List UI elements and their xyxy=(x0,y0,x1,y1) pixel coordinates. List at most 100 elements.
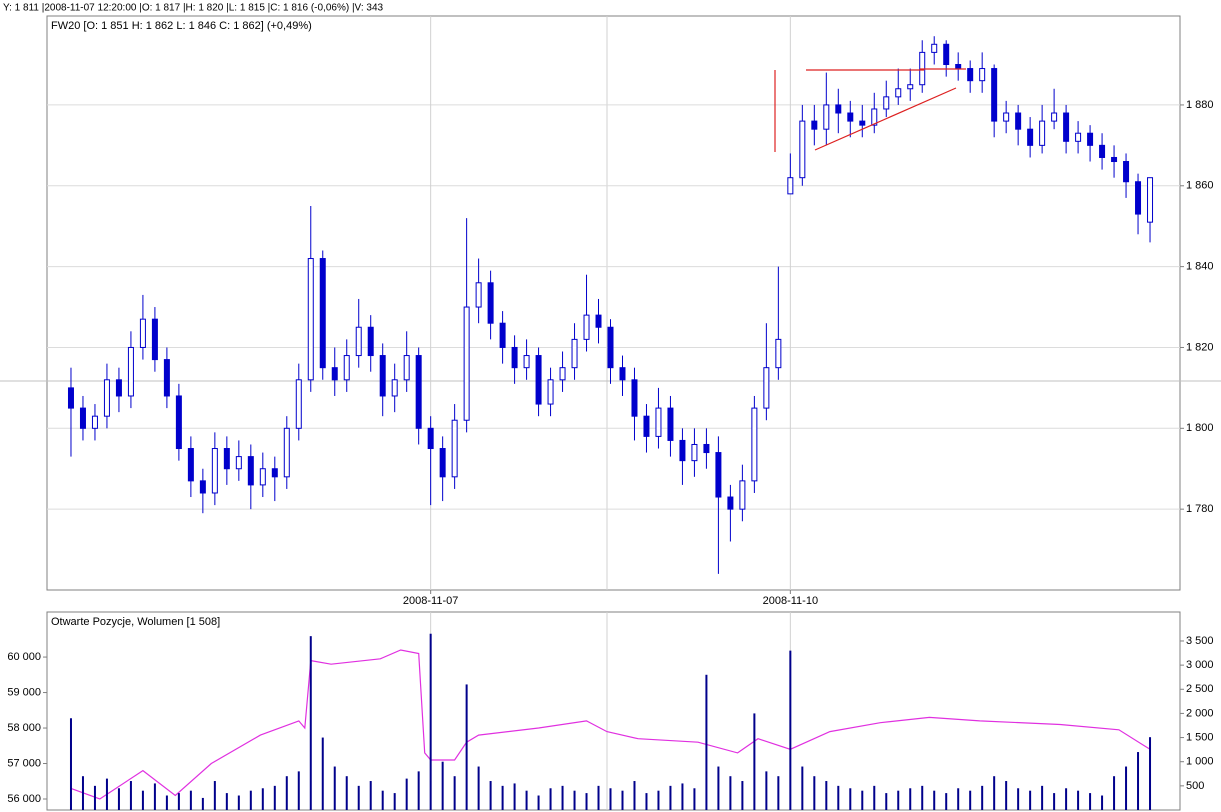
drawing-tools xyxy=(774,68,966,152)
candle-body xyxy=(247,456,254,486)
volume-bar xyxy=(117,788,120,810)
volume-bar xyxy=(357,785,360,810)
y-tick-label: 1 860 xyxy=(1186,180,1214,192)
volume-bar xyxy=(981,785,984,810)
volume-bar xyxy=(1053,793,1056,810)
volume-bar xyxy=(693,788,696,810)
volume-bar xyxy=(1041,785,1044,810)
volume-bar xyxy=(897,790,900,810)
volume-bar xyxy=(405,778,408,810)
candle-body xyxy=(823,104,830,130)
candle-body xyxy=(547,379,554,405)
candle-body xyxy=(979,68,986,82)
volume-bar xyxy=(417,771,420,810)
volume-bar xyxy=(1077,790,1080,810)
volume-bar xyxy=(1065,788,1068,810)
volume-bar xyxy=(717,766,720,810)
volume-bar xyxy=(741,781,744,810)
candle-body xyxy=(895,88,902,98)
volume-bar xyxy=(189,790,192,810)
candle-body xyxy=(883,96,890,110)
candle-body xyxy=(991,68,998,122)
y-tick-label: 1 840 xyxy=(1186,261,1214,273)
candle-body xyxy=(595,314,602,328)
volume-bar xyxy=(225,793,228,810)
candle-body xyxy=(967,68,974,82)
candle-body xyxy=(787,177,794,195)
candle-body xyxy=(319,258,326,369)
candle-body xyxy=(1123,161,1130,183)
volume-bar xyxy=(177,793,180,810)
candle-body xyxy=(631,379,638,417)
candle-body xyxy=(151,318,158,361)
volume-bar xyxy=(345,776,348,810)
y2-tick-label: 2 500 xyxy=(1186,683,1214,695)
volume-bar xyxy=(513,783,516,810)
candle-body xyxy=(1063,112,1070,142)
volume-bar xyxy=(525,790,528,810)
volume-bar xyxy=(645,793,648,810)
candle-body xyxy=(655,407,662,437)
y2-tick-label: 1 000 xyxy=(1186,756,1214,768)
volume-bar xyxy=(201,797,204,810)
candle-body xyxy=(691,443,698,462)
y2-tick-label: 500 xyxy=(1186,780,1204,792)
volume-bar xyxy=(129,781,132,810)
candle-body xyxy=(127,346,134,397)
candle-body xyxy=(175,395,182,450)
candle-body xyxy=(391,379,398,397)
volume-bar xyxy=(393,793,396,810)
y-tick-label: 56 000 xyxy=(7,793,41,805)
volume-bar xyxy=(993,776,996,810)
volume-title: Otwarte Pozycje, Wolumen [1 508] xyxy=(51,616,220,628)
volume-bar xyxy=(777,776,780,810)
candle-body xyxy=(607,326,614,369)
candle-body xyxy=(559,367,566,381)
candle-body xyxy=(79,407,86,429)
volume-bar xyxy=(453,776,456,810)
volume-bar xyxy=(669,785,672,810)
candle-body xyxy=(571,338,578,369)
candle-body xyxy=(643,415,650,437)
volume-bar xyxy=(501,785,504,810)
candle-body xyxy=(751,407,758,482)
volume-bar xyxy=(573,790,576,810)
candle-body xyxy=(1039,120,1046,146)
candle-body xyxy=(871,108,878,126)
candle-body xyxy=(487,282,494,324)
price-title: FW20 [O: 1 851 H: 1 862 L: 1 846 C: 1 86… xyxy=(51,20,312,32)
candle-body xyxy=(847,112,854,122)
candle-body xyxy=(103,379,110,417)
candle-body xyxy=(499,322,506,348)
volume-bar xyxy=(213,781,216,810)
candle-body xyxy=(511,346,518,369)
candle-body xyxy=(439,448,446,478)
candle-body xyxy=(463,306,470,421)
volume-bar xyxy=(105,778,108,810)
volume-bar xyxy=(945,793,948,810)
volume-bar xyxy=(813,776,816,810)
candle-body xyxy=(403,355,410,381)
volume-bar xyxy=(705,674,708,810)
candle-body xyxy=(703,443,710,454)
candle-body xyxy=(259,468,266,486)
volume-bar xyxy=(285,776,288,810)
x-tick-label: 2008-11-07 xyxy=(403,595,458,607)
y-tick-label: 58 000 xyxy=(7,722,41,734)
candle-body xyxy=(67,387,74,409)
candle-body xyxy=(859,120,866,126)
candle-body xyxy=(835,104,842,114)
candle-body xyxy=(739,480,746,510)
volume-bar xyxy=(849,788,852,810)
candle-body xyxy=(667,407,674,441)
y-tick-label: 1 880 xyxy=(1186,99,1214,111)
volume-bar xyxy=(729,776,732,810)
volume-bar xyxy=(69,718,72,810)
y-tick-label: 60 000 xyxy=(7,651,41,663)
candle-body xyxy=(211,448,218,494)
volume-bar xyxy=(537,795,540,810)
y-tick-label: 1 820 xyxy=(1186,341,1214,353)
candle-body xyxy=(115,379,122,397)
volume-bar xyxy=(969,790,972,810)
